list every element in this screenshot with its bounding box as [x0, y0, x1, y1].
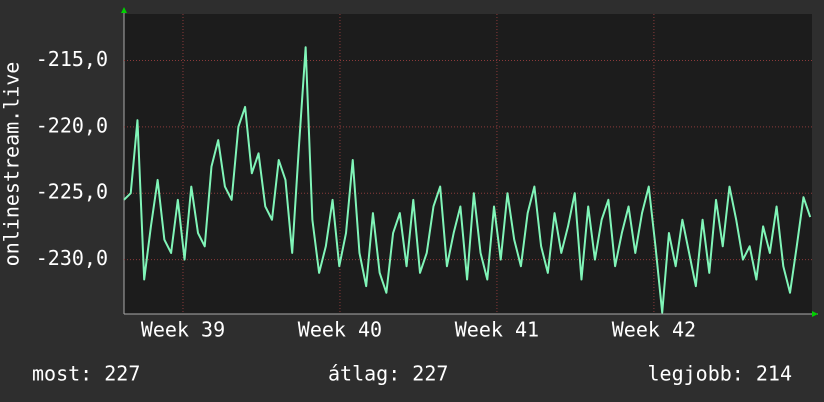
- data-line: [123, 46, 812, 314]
- y-tick-label: -230,0: [36, 246, 108, 270]
- x-tick-label: Week 40: [298, 318, 382, 342]
- x-tick-label: Week 42: [612, 318, 696, 342]
- y-arrow: [121, 7, 127, 13]
- legend-best: legjobb: 214: [648, 362, 793, 386]
- x-tick-label: Week 39: [141, 318, 225, 342]
- y-tick-label: -215,0: [36, 47, 108, 71]
- y-tick-label: -225,0: [36, 180, 108, 204]
- y-tick-label: -220,0: [36, 113, 108, 137]
- y-axis-label: onlinestream.live: [0, 62, 24, 267]
- legend-average: átlag: 227: [328, 362, 448, 386]
- legend-current: most: 227: [32, 362, 140, 386]
- x-tick-label: Week 41: [455, 318, 539, 342]
- x-arrow: [812, 311, 818, 317]
